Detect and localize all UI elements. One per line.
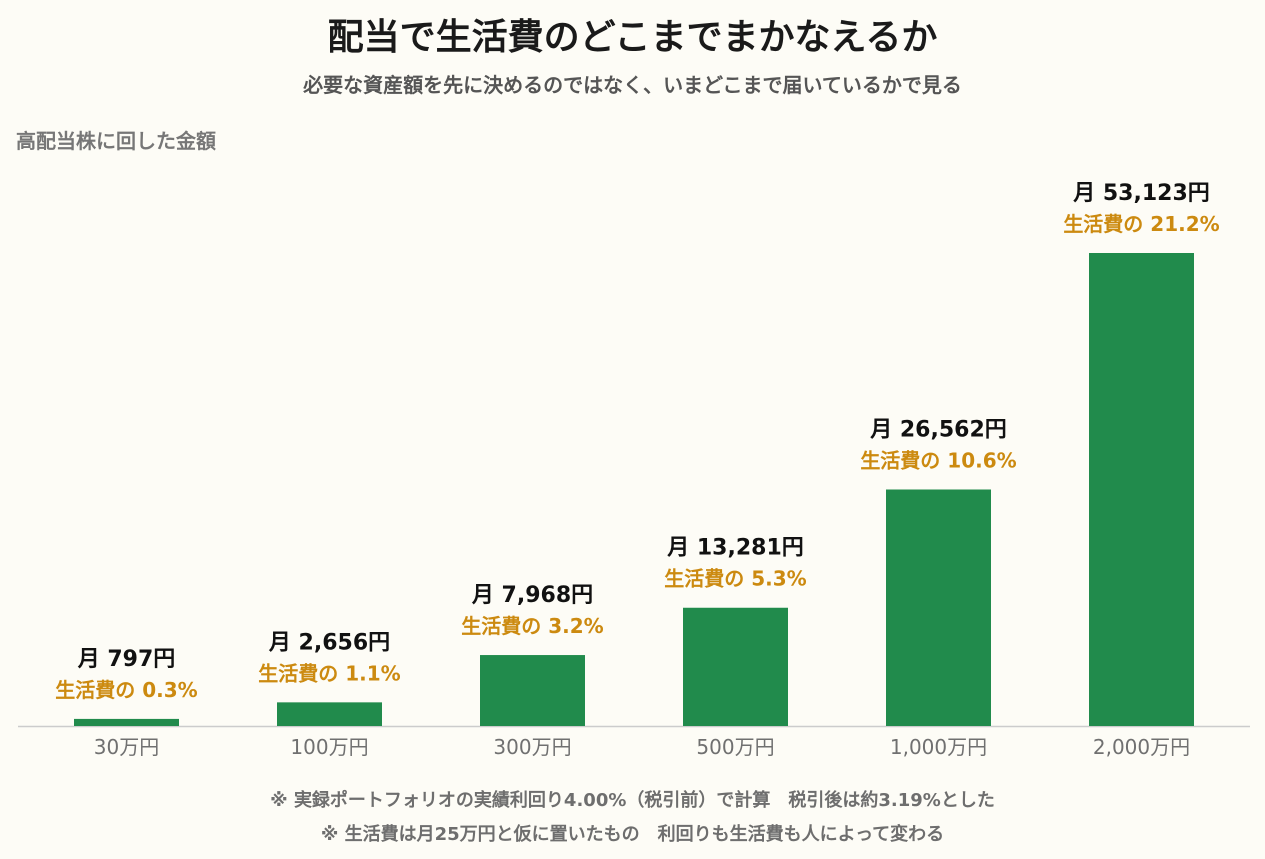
- bar: [886, 489, 991, 726]
- chart-subtitle: 必要な資産額を先に決めるのではなく、いまどこまで届いているかで見る: [303, 73, 962, 97]
- percent-label: 生活費の 3.2%: [461, 614, 603, 638]
- bar: [1089, 253, 1194, 726]
- x-tick-label: 300万円: [493, 735, 571, 759]
- x-tick-label: 30万円: [94, 735, 159, 759]
- value-label: 月 2,656円: [268, 630, 390, 655]
- percent-label: 生活費の 5.3%: [664, 567, 806, 591]
- x-tick-label: 100万円: [290, 735, 368, 759]
- bar: [74, 718, 179, 726]
- bar-chart: 生活費の 0.3% 月 797円 30万円 生活費の 1.1% 月 2,656円 100万…: [18, 181, 1250, 759]
- value-label: 月 13,281円: [666, 536, 804, 561]
- bar: [277, 702, 382, 726]
- value-label: 月 797円: [77, 647, 176, 672]
- x-axis-label: 高配当株に回した金額: [16, 129, 216, 153]
- chart-title: 配当で生活費のどこまでまかなえるか: [327, 17, 938, 58]
- bar: [480, 655, 585, 726]
- percent-label: 生活費の 1.1%: [258, 661, 400, 685]
- percent-label: 生活費の 0.3%: [55, 678, 197, 702]
- percent-label: 生活費の 21.2%: [1063, 212, 1219, 236]
- x-tick-label: 500万円: [696, 735, 774, 759]
- x-tick-label: 2,000万円: [1093, 735, 1190, 759]
- footnote-yield: ※ 実録ポートフォリオの実績利回り4.00%（税引前）で計算 税引後は約3.19…: [270, 790, 995, 811]
- value-label: 月 53,123円: [1072, 181, 1210, 206]
- footnote-living-cost: ※ 生活費は月25万円と仮に置いたもの 利回りも生活費も人によって変わる: [320, 824, 945, 845]
- value-label: 月 26,562円: [869, 417, 1007, 442]
- x-tick-label: 1,000万円: [890, 735, 987, 759]
- value-label: 月 7,968円: [471, 583, 593, 608]
- percent-label: 生活費の 10.6%: [860, 448, 1016, 472]
- bar: [683, 607, 788, 726]
